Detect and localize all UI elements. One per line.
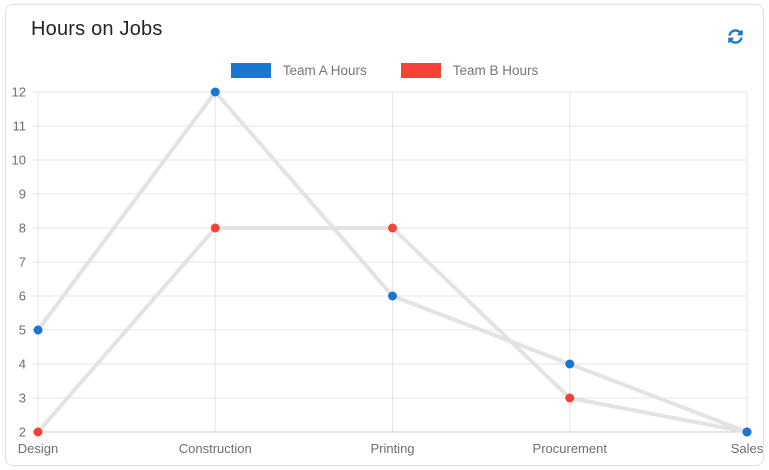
legend-item-team-b[interactable]: Team B Hours — [400, 63, 539, 78]
data-point-team-a-hours[interactable] — [388, 291, 397, 301]
data-point-team-b-hours[interactable] — [33, 427, 43, 437]
y-axis-label: 11 — [13, 119, 27, 134]
y-axis-label: 7 — [19, 255, 26, 270]
legend-label-team-b: Team B Hours — [452, 63, 539, 78]
chart-legend: Team A Hours Team B Hours — [6, 63, 763, 78]
x-axis-label: Construction — [179, 441, 252, 456]
legend-swatch-team-a — [230, 63, 271, 78]
data-point-team-b-hours[interactable] — [565, 393, 575, 403]
legend-swatch-team-b — [400, 63, 441, 78]
x-axis-label: Printing — [370, 441, 414, 456]
y-axis-label: 3 — [19, 391, 26, 406]
x-axis-label: Procurement — [533, 441, 608, 456]
y-axis-label: 9 — [19, 187, 26, 202]
data-point-team-a-hours[interactable] — [565, 359, 575, 369]
y-axis-label: 12 — [12, 85, 26, 100]
page-title: Hours on Jobs — [31, 18, 163, 40]
legend-label-team-a: Team A Hours — [282, 63, 367, 78]
refresh-icon — [727, 28, 743, 44]
refresh-button[interactable] — [724, 25, 746, 47]
data-point-team-b-hours[interactable] — [388, 223, 397, 233]
y-axis-label: 10 — [12, 153, 26, 168]
line-chart: 2 3 4 5 6 7 8 9 10 11 12 Design Construction Printing… — [12, 85, 764, 457]
data-point-team-a-hours[interactable] — [210, 87, 220, 97]
y-axis-label: 2 — [19, 425, 26, 440]
y-axis-label: 6 — [19, 289, 26, 304]
y-axis-label: 8 — [19, 221, 26, 236]
chart-card: Hours on Jobs Team A Hours Team B Hours … — [5, 4, 764, 466]
x-axis-label: Sales — [731, 441, 764, 456]
y-axis-label: 4 — [19, 357, 26, 372]
data-point-team-b-hours[interactable] — [210, 223, 220, 233]
y-axis-label: 5 — [19, 323, 26, 338]
data-point-team-a-hours[interactable] — [33, 325, 43, 335]
legend-item-team-a[interactable]: Team A Hours — [230, 63, 367, 78]
x-axis-label: Design — [18, 441, 58, 456]
data-point-team-a-hours[interactable] — [742, 427, 752, 437]
